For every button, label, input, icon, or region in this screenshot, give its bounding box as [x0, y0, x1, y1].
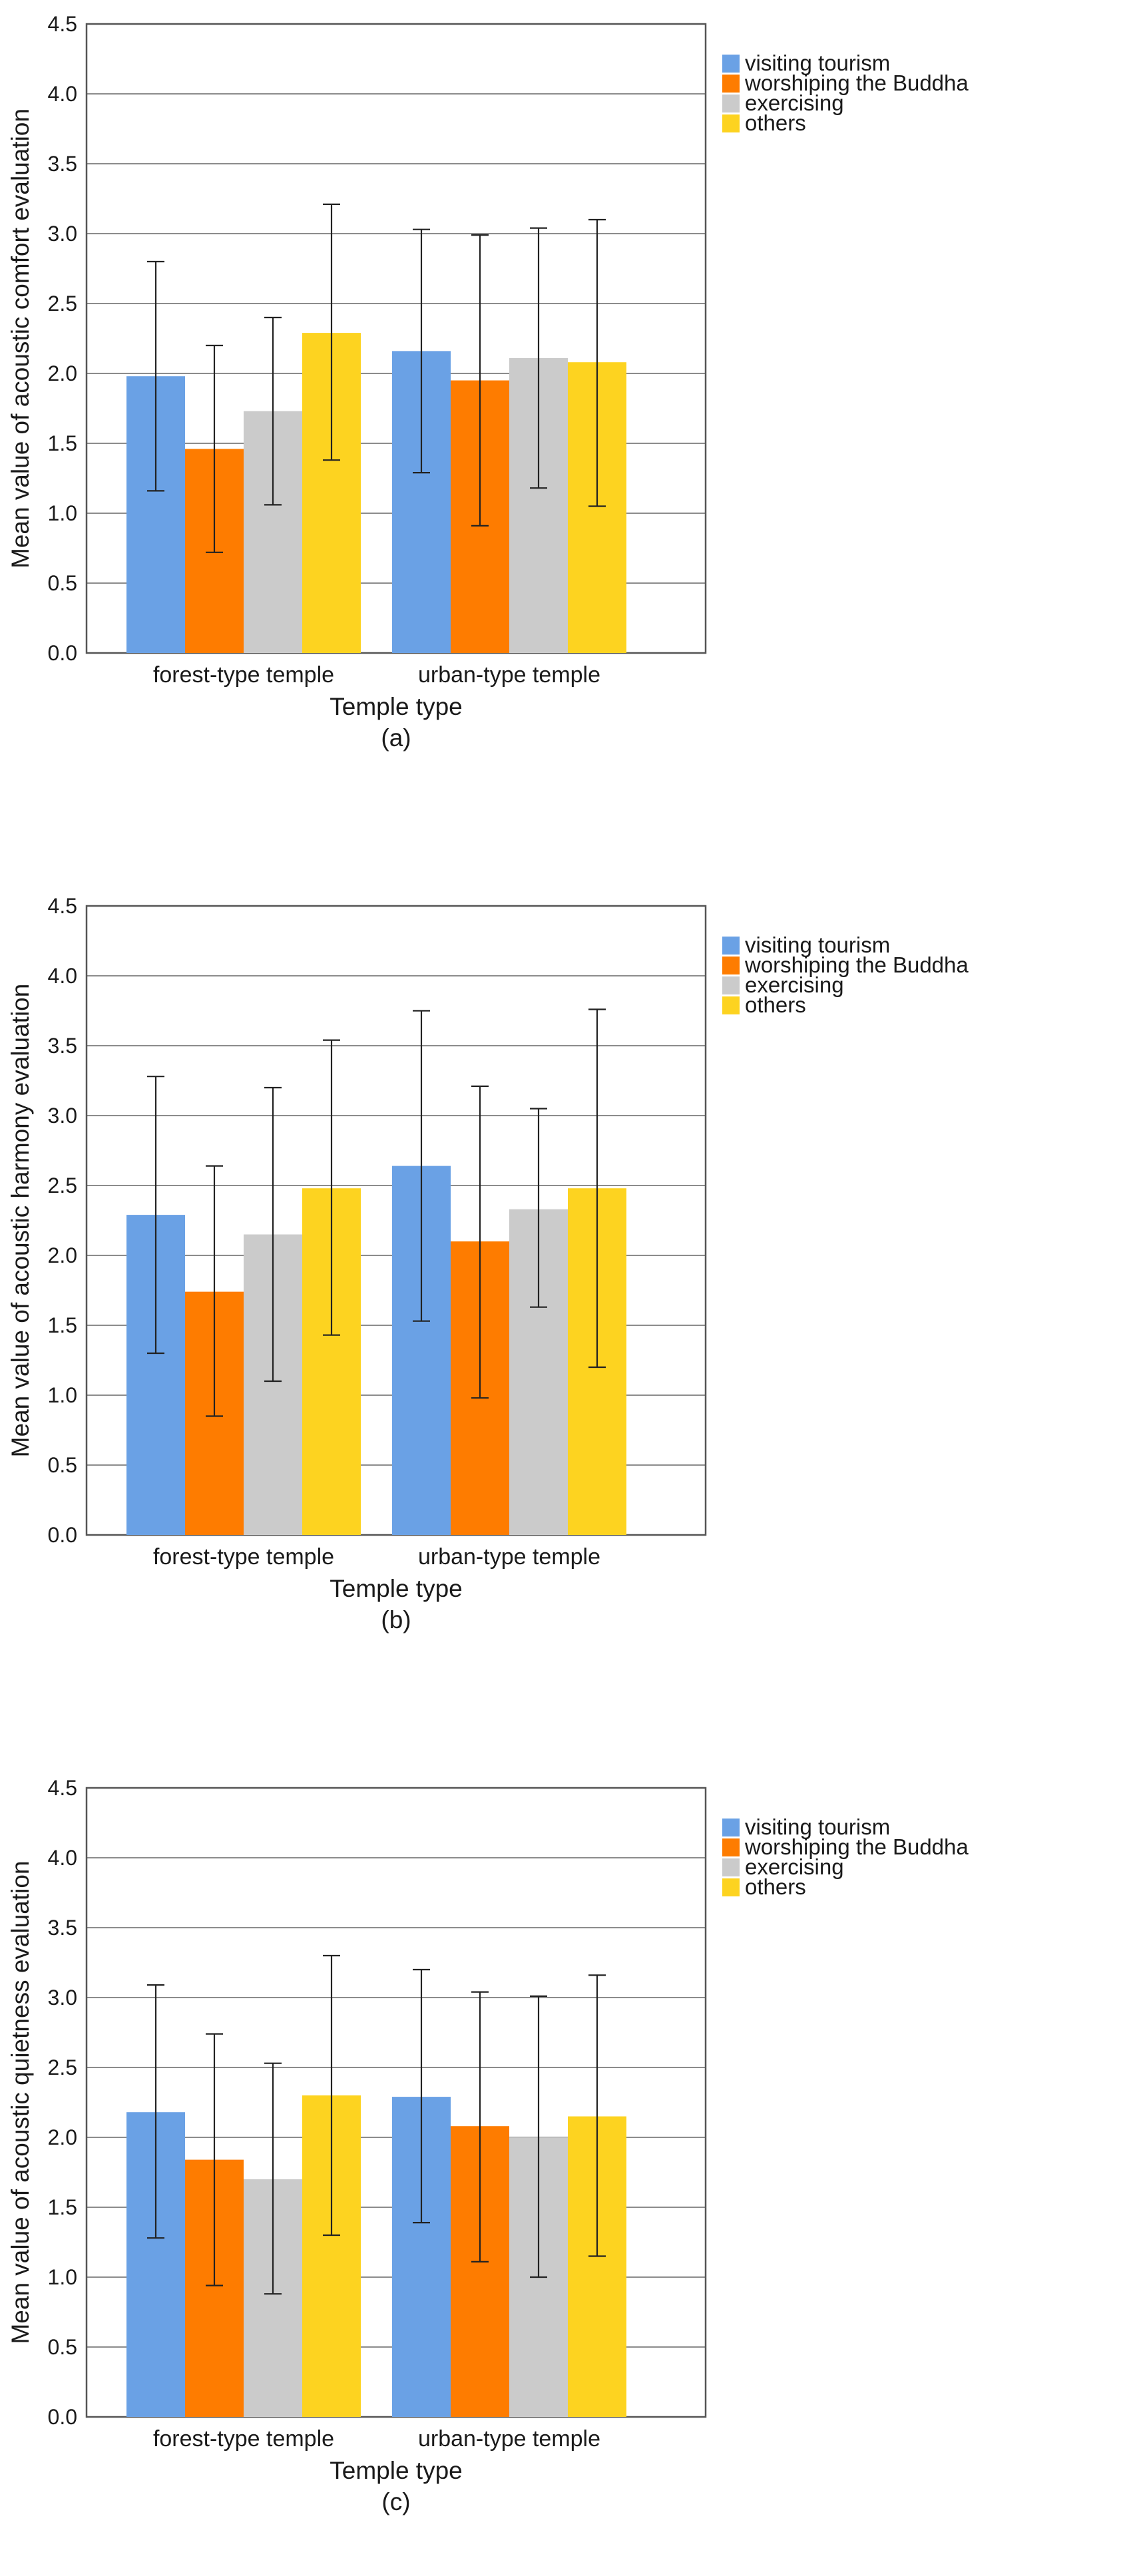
- y-tick-label: 2.0: [48, 1243, 77, 1267]
- panel-label: (b): [381, 1606, 411, 1633]
- legend-label: visiting tourism: [745, 1815, 890, 1839]
- y-tick-label: 3.5: [48, 152, 77, 176]
- legend-label: visiting tourism: [745, 51, 890, 75]
- legend-swatch: [722, 1858, 740, 1876]
- y-tick-label: 0.0: [48, 1523, 77, 1547]
- legend-label: exercising: [745, 1854, 844, 1879]
- y-tick-label: 2.5: [48, 1174, 77, 1197]
- y-tick-label: 1.5: [48, 1313, 77, 1337]
- panel-label: (a): [381, 724, 411, 751]
- legend-swatch: [722, 95, 740, 112]
- y-tick-label: 0.0: [48, 2405, 77, 2429]
- y-tick-label: 2.0: [48, 2125, 77, 2149]
- y-axis-title: Mean value of acoustic comfort evaluatio…: [7, 108, 34, 568]
- legend-label: worshiping the Buddha: [744, 953, 969, 977]
- y-tick-label: 0.5: [48, 571, 77, 595]
- x-tick-label: forest-type temple: [153, 2426, 334, 2452]
- panel-label: (c): [381, 2488, 410, 2515]
- y-tick-label: 1.0: [48, 1383, 77, 1407]
- chart-panel-a: 0.0 0.5 1.0 1.5 2.0 2.5 3.0 3.5 4.0 4.5 forest-typ…: [7, 12, 969, 751]
- y-tick-label: 1.5: [48, 431, 77, 455]
- y-tick-label: 3.0: [48, 222, 77, 246]
- legend-swatch: [722, 976, 740, 994]
- chart-panel-b: 0.0 0.5 1.0 1.5 2.0 2.5 3.0 3.5 4.0 4.5 forest-typ…: [7, 894, 969, 1633]
- x-axis-title: Temple type: [330, 1575, 463, 1602]
- y-tick-label: 3.0: [48, 1986, 77, 2010]
- x-axis-title: Temple type: [330, 693, 463, 720]
- y-tick-label: 4.5: [48, 12, 77, 36]
- y-tick-label: 1.0: [48, 2265, 77, 2289]
- legend-label: others: [745, 1874, 806, 1899]
- x-tick-label: urban-type temple: [418, 1544, 600, 1570]
- y-tick-label: 4.5: [48, 894, 77, 918]
- legend-swatch: [722, 75, 740, 93]
- y-axis-title: Mean value of acoustic quietness evaluat…: [7, 1860, 34, 2344]
- x-tick-label: urban-type temple: [418, 2426, 600, 2452]
- legend-swatch: [722, 114, 740, 132]
- y-tick-label: 3.5: [48, 1916, 77, 1940]
- legend-label: others: [745, 992, 806, 1017]
- y-tick-label: 4.5: [48, 1776, 77, 1800]
- legend-swatch: [722, 1838, 740, 1856]
- y-tick-label: 4.0: [48, 82, 77, 106]
- y-axis-title: Mean value of acoustic harmony evaluatio…: [7, 984, 34, 1458]
- y-tick-label: 4.0: [48, 964, 77, 988]
- chart-panel-c: 0.0 0.5 1.0 1.5 2.0 2.5 3.0 3.5 4.0 4.5 forest-typ…: [7, 1776, 969, 2515]
- y-tick-label: 0.5: [48, 2335, 77, 2359]
- legend-swatch: [722, 1878, 740, 1896]
- y-tick-label: 1.5: [48, 2195, 77, 2219]
- legend-swatch: [722, 996, 740, 1014]
- x-tick-label: forest-type temple: [153, 662, 334, 688]
- x-axis-title: Temple type: [330, 2457, 463, 2484]
- y-tick-label: 2.0: [48, 361, 77, 385]
- y-tick-label: 3.0: [48, 1104, 77, 1128]
- y-tick-label: 0.0: [48, 641, 77, 665]
- y-tick-label: 2.5: [48, 292, 77, 316]
- y-tick-label: 4.0: [48, 1846, 77, 1870]
- legend-swatch: [722, 957, 740, 974]
- legend-swatch: [722, 1819, 740, 1836]
- y-tick-label: 0.5: [48, 1453, 77, 1477]
- legend-label: visiting tourism: [745, 933, 890, 957]
- y-tick-label: 3.5: [48, 1034, 77, 1058]
- legend-label: worshiping the Buddha: [744, 71, 969, 95]
- y-tick-label: 2.5: [48, 2055, 77, 2079]
- legend-swatch: [722, 937, 740, 955]
- legend-label: exercising: [745, 91, 844, 115]
- y-tick-label: 1.0: [48, 501, 77, 525]
- x-tick-label: forest-type temple: [153, 1544, 334, 1570]
- legend-label: worshiping the Buddha: [744, 1834, 969, 1859]
- x-tick-label: urban-type temple: [418, 662, 600, 688]
- legend-swatch: [722, 55, 740, 73]
- legend-label: exercising: [745, 972, 844, 997]
- legend-label: others: [745, 110, 806, 135]
